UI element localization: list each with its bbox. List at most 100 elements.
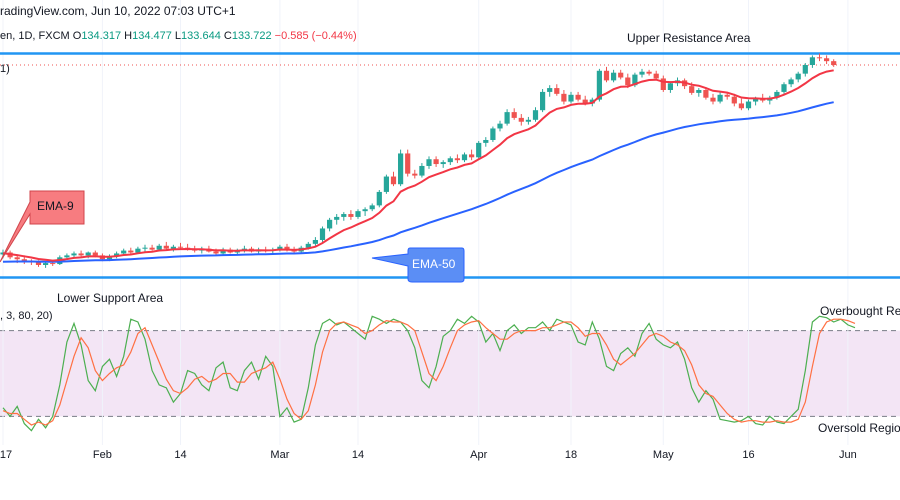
candle-body-21 bbox=[149, 247, 155, 250]
candle-body-62 bbox=[440, 162, 446, 165]
x-tick-label: 17 bbox=[0, 449, 13, 461]
candle-body-45 bbox=[319, 228, 326, 240]
candle-body-111 bbox=[788, 79, 794, 85]
overbought-label: Overbought Re bbox=[820, 304, 900, 318]
candle-body-99 bbox=[703, 90, 709, 98]
stoch-d-line bbox=[2, 318, 856, 426]
candle-body-58 bbox=[412, 173, 418, 176]
candle-body-70 bbox=[497, 123, 503, 129]
candle-body-31 bbox=[220, 249, 226, 254]
candle-body-94 bbox=[667, 83, 673, 90]
candle-body-10 bbox=[71, 253, 77, 256]
candle-body-72 bbox=[511, 112, 517, 118]
candle-body-85 bbox=[603, 70, 610, 81]
candle-body-86 bbox=[611, 72, 617, 81]
candle-body-89 bbox=[632, 74, 638, 86]
candle-body-97 bbox=[689, 86, 695, 93]
candle-body-52 bbox=[369, 205, 375, 210]
candle-body-102 bbox=[724, 94, 730, 97]
change-value: −0.585 (−0.44%) bbox=[274, 30, 357, 42]
stoch-band-fill bbox=[0, 330, 900, 417]
candle-body-74 bbox=[525, 119, 531, 122]
close-value: 133.722 bbox=[231, 30, 272, 42]
candle-body-106 bbox=[753, 98, 759, 102]
low-value: 133.644 bbox=[181, 30, 221, 42]
candle-body-2 bbox=[14, 257, 20, 260]
candle-body-25 bbox=[177, 246, 184, 248]
stochastic-band bbox=[0, 330, 900, 417]
stochastic-lines bbox=[2, 315, 856, 432]
ema50-callout-label: EMA-50 bbox=[412, 257, 456, 271]
candle-body-79 bbox=[561, 93, 567, 102]
ema9-line bbox=[2, 69, 834, 262]
candle-body-84 bbox=[596, 70, 602, 100]
candle-body-18 bbox=[128, 250, 134, 253]
x-tick-label: 18 bbox=[564, 449, 578, 461]
candle-body-20 bbox=[142, 247, 148, 249]
candle-body-117 bbox=[831, 61, 837, 65]
candle-body-48 bbox=[341, 214, 347, 217]
candle-body-12 bbox=[85, 252, 91, 256]
candle-body-67 bbox=[476, 142, 482, 158]
symbol-name: en, 1D, FXCM bbox=[0, 30, 70, 42]
oversold-label: Oversold Regio bbox=[818, 421, 900, 435]
candle-body-11 bbox=[78, 253, 84, 256]
x-tick-label: 16 bbox=[742, 449, 755, 461]
candle-body-73 bbox=[518, 117, 524, 122]
ema9-callout bbox=[0, 190, 85, 263]
candle-body-50 bbox=[355, 211, 361, 217]
low-label: L bbox=[174, 30, 182, 42]
symbol-ohlc-legend: en, 1D, FXCM O134.317 H134.477 L133.644 … bbox=[0, 30, 357, 42]
candle-body-15 bbox=[106, 256, 113, 260]
candle-body-6 bbox=[43, 263, 49, 265]
x-tick-label: 14 bbox=[351, 449, 365, 461]
stochastic-indicator-label: , 3, 80, 20) bbox=[0, 310, 53, 322]
candle-body-104 bbox=[738, 103, 744, 109]
candle-body-13 bbox=[92, 252, 98, 256]
candle-body-69 bbox=[490, 128, 496, 140]
candle-body-115 bbox=[816, 57, 823, 59]
x-tick-label: Mar bbox=[270, 449, 290, 461]
lower-support-label: Lower Support Area bbox=[57, 291, 164, 305]
candle-body-51 bbox=[362, 209, 368, 212]
candle-body-66 bbox=[469, 154, 475, 158]
candle-body-53 bbox=[376, 191, 382, 206]
x-tick-label: Feb bbox=[92, 449, 112, 461]
candle-body-24 bbox=[170, 246, 176, 249]
callout-shapes bbox=[0, 190, 465, 283]
chart-source-header: radingView.com, Jun 10, 2022 07:03 UTC+1 bbox=[0, 4, 236, 18]
candle-body-88 bbox=[625, 77, 631, 86]
candle-body-114 bbox=[809, 57, 815, 65]
candle-body-109 bbox=[774, 91, 780, 98]
candle-body-44 bbox=[312, 240, 318, 244]
candle-body-78 bbox=[554, 88, 560, 94]
moving-averages bbox=[2, 69, 834, 263]
candle-body-87 bbox=[618, 72, 624, 78]
candle-body-60 bbox=[426, 159, 432, 166]
candle-body-5 bbox=[35, 262, 42, 265]
candle-body-63 bbox=[447, 158, 453, 163]
candle-body-76 bbox=[540, 91, 546, 111]
candle-body-65 bbox=[461, 154, 468, 161]
grid bbox=[2, 0, 849, 445]
high-value: 134.477 bbox=[132, 30, 172, 42]
candle-body-92 bbox=[653, 73, 659, 79]
candle-body-49 bbox=[348, 214, 354, 217]
candle-body-40 bbox=[284, 246, 290, 250]
candle-body-91 bbox=[646, 71, 652, 74]
candle-body-16 bbox=[114, 253, 120, 257]
candle-body-105 bbox=[745, 101, 752, 109]
candle-body-54 bbox=[383, 176, 389, 192]
ema-indicator-label: 1) bbox=[0, 63, 10, 75]
candle-body-17 bbox=[121, 250, 127, 254]
candle-body-43 bbox=[305, 243, 311, 248]
candle-body-68 bbox=[483, 140, 489, 143]
candle-body-75 bbox=[532, 110, 539, 120]
candle-body-82 bbox=[582, 99, 588, 104]
candle-body-7 bbox=[50, 263, 56, 265]
candle-body-64 bbox=[454, 158, 460, 161]
candle-body-46 bbox=[327, 219, 333, 229]
candle-body-112 bbox=[795, 73, 801, 80]
ema50-callout bbox=[371, 247, 465, 283]
